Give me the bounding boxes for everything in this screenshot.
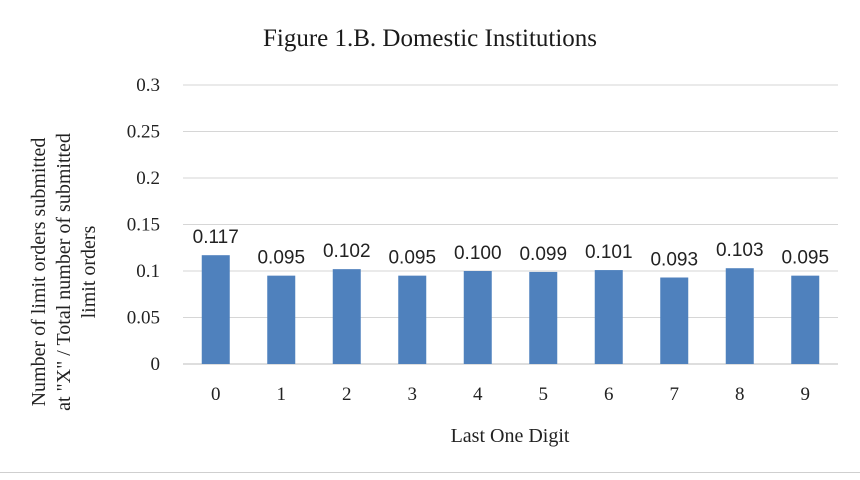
y-tick-label: 0.25 bbox=[127, 122, 160, 143]
data-label: 0.100 bbox=[454, 243, 502, 264]
bar bbox=[725, 268, 754, 364]
data-label: 0.102 bbox=[323, 241, 371, 262]
bottom-divider bbox=[0, 472, 860, 473]
data-label: 0.095 bbox=[781, 248, 829, 269]
bar bbox=[267, 275, 296, 364]
data-label: 0.095 bbox=[388, 248, 436, 269]
y-axis-label: Number of limit orders submitted at "X" /… bbox=[28, 133, 100, 411]
y-axis-label-line: at "X" / Total number of submitted bbox=[53, 133, 75, 411]
bar bbox=[332, 269, 361, 364]
y-axis-label-line: Number of limit orders submitted bbox=[28, 138, 50, 407]
bar bbox=[201, 255, 230, 364]
y-tick-label: 0.05 bbox=[127, 308, 160, 329]
x-tick-label: 1 bbox=[277, 384, 287, 405]
data-label: 0.095 bbox=[257, 248, 305, 269]
bar bbox=[594, 270, 623, 364]
bar bbox=[791, 275, 820, 364]
y-tick-label: 0.15 bbox=[127, 215, 160, 236]
y-tick-label: 0 bbox=[151, 354, 161, 375]
chart-title: Figure 1.B. Domestic Institutions bbox=[263, 25, 597, 52]
y-tick-label: 0.1 bbox=[136, 261, 160, 282]
bar bbox=[463, 271, 492, 364]
y-tick-label: 0.3 bbox=[136, 75, 160, 96]
data-labels: 0.117 0.095 0.102 0.095 0.100 0.099 0.101 0.093… bbox=[193, 227, 829, 270]
x-tick-label: 0 bbox=[211, 384, 221, 405]
data-label: 0.093 bbox=[650, 250, 698, 271]
x-axis-label: Last One Digit bbox=[451, 425, 570, 447]
data-label: 0.103 bbox=[716, 240, 764, 261]
x-tick-label: 2 bbox=[342, 384, 352, 405]
bar bbox=[529, 271, 558, 364]
y-axis-ticks: 0 0.05 0.1 0.15 0.2 0.25 0.3 bbox=[127, 75, 160, 375]
data-label: 0.101 bbox=[585, 242, 633, 263]
x-tick-label: 8 bbox=[735, 384, 745, 405]
x-axis-ticks: 0 1 2 3 4 5 6 7 8 9 bbox=[211, 384, 810, 405]
x-tick-label: 6 bbox=[604, 384, 614, 405]
y-tick-label: 0.2 bbox=[136, 168, 160, 189]
bars bbox=[201, 255, 820, 364]
y-axis-label-line: limit orders bbox=[78, 225, 100, 318]
x-tick-label: 4 bbox=[473, 384, 483, 405]
x-tick-label: 5 bbox=[539, 384, 549, 405]
x-tick-label: 3 bbox=[408, 384, 418, 405]
bar bbox=[398, 275, 427, 364]
data-label: 0.117 bbox=[193, 227, 239, 248]
data-label: 0.099 bbox=[519, 244, 567, 265]
x-tick-label: 7 bbox=[670, 384, 680, 405]
bar bbox=[660, 277, 689, 364]
x-tick-label: 9 bbox=[801, 384, 811, 405]
